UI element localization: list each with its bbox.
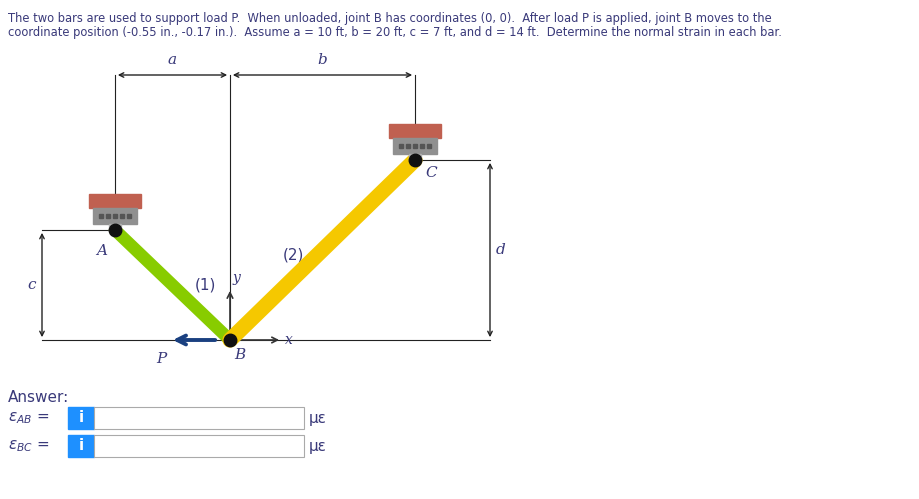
Text: d: d — [496, 243, 505, 257]
Text: c: c — [28, 278, 36, 292]
Text: με: με — [309, 439, 327, 454]
Text: $\varepsilon_{BC}$ =: $\varepsilon_{BC}$ = — [8, 438, 50, 454]
Text: $\varepsilon_{AB}$ =: $\varepsilon_{AB}$ = — [8, 410, 50, 426]
Text: Answer:: Answer: — [8, 390, 69, 405]
Text: (2): (2) — [283, 248, 304, 262]
Text: y: y — [233, 271, 241, 285]
Bar — [393, 138, 437, 154]
Bar — [94, 435, 304, 457]
Text: P: P — [155, 352, 166, 366]
Text: x: x — [285, 333, 293, 347]
Text: με: με — [309, 411, 327, 426]
Bar — [94, 407, 304, 429]
Text: coordinate position (-0.55 in., -0.17 in.).  Assume a = 10 ft, b = 20 ft, c = 7 : coordinate position (-0.55 in., -0.17 in… — [8, 26, 782, 39]
Text: A: A — [96, 244, 107, 258]
Text: i: i — [78, 411, 84, 426]
Bar — [93, 208, 137, 224]
Bar — [109, 224, 121, 230]
Text: a: a — [168, 53, 177, 67]
Text: C: C — [425, 166, 437, 180]
Text: The two bars are used to support load P.  When unloaded, joint B has coordinates: The two bars are used to support load P.… — [8, 12, 772, 25]
Bar — [68, 435, 94, 457]
Bar — [68, 407, 94, 429]
Bar — [389, 124, 441, 138]
Text: (1): (1) — [195, 277, 216, 292]
Text: i: i — [78, 439, 84, 454]
Text: b: b — [318, 53, 327, 67]
Bar — [89, 194, 141, 208]
Text: B: B — [234, 348, 245, 362]
Bar — [409, 154, 421, 160]
